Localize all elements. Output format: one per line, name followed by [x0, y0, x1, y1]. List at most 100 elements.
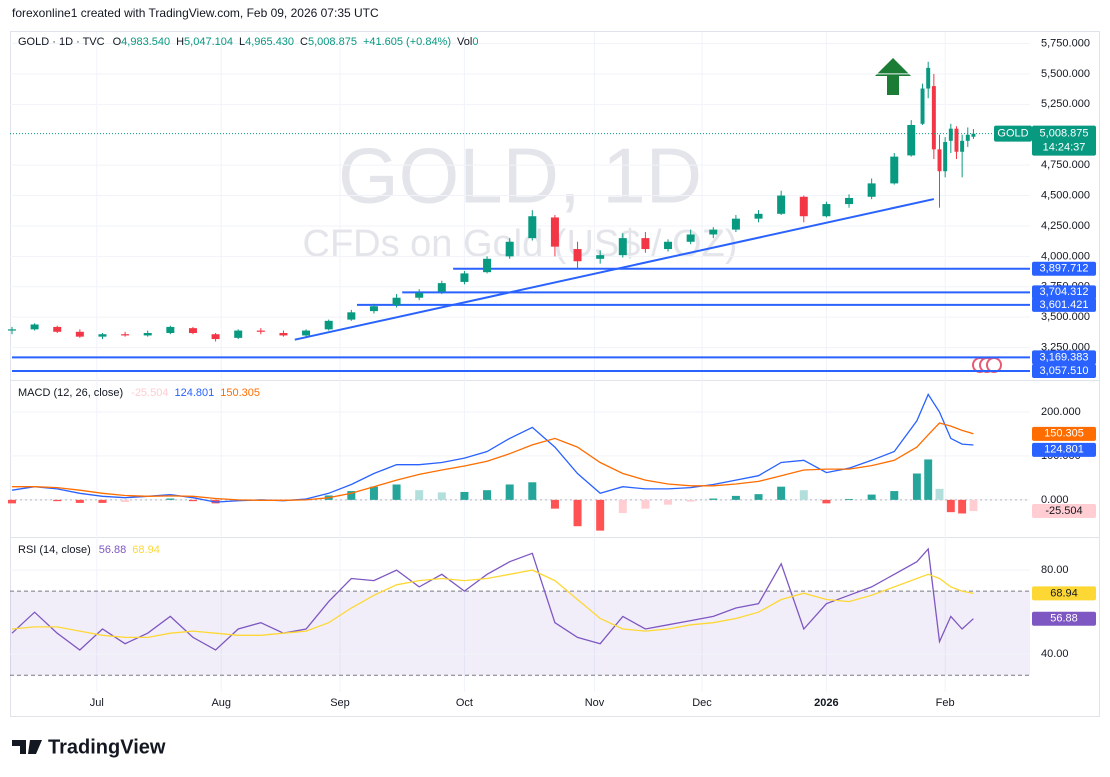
x-tick-label: Oct	[456, 697, 473, 709]
histogram-bar	[437, 492, 446, 500]
axis-badge-label: 3,169.383	[1040, 351, 1089, 363]
axis-badge	[1032, 504, 1096, 519]
candle-body	[709, 229, 718, 235]
candle-body	[822, 204, 831, 217]
histogram-bar	[505, 484, 514, 500]
axis-badge-label: 3,601.421	[1040, 299, 1089, 311]
x-tick-label: Aug	[211, 697, 231, 709]
last-price-symbol: GOLD	[997, 128, 1028, 140]
chart-frame	[10, 31, 1100, 717]
candle-body	[53, 326, 62, 332]
brand-icon	[12, 740, 42, 754]
candle-body	[867, 183, 876, 197]
last-price-label: 5,008.875	[1040, 128, 1089, 140]
candle-body	[121, 334, 130, 336]
candle-body	[188, 328, 197, 333]
candle-body	[7, 329, 16, 331]
axis-badge	[1032, 426, 1096, 441]
histogram-bar	[754, 494, 763, 500]
candle-body	[754, 213, 763, 219]
histogram-bar	[686, 499, 695, 502]
axis-badge-label: 3,057.510	[1040, 365, 1089, 377]
last-price-countdown: 14:24:37	[1043, 142, 1086, 154]
histogram-bar	[98, 499, 107, 503]
y-tick-label: 4,250.000	[1041, 220, 1090, 232]
candle-body	[971, 133, 976, 137]
histogram-bar	[347, 491, 356, 500]
histogram-bar	[890, 491, 899, 500]
legend-value: 150.305	[220, 387, 260, 399]
y-tick-label: 0.000	[1041, 494, 1069, 506]
axis-badge	[1032, 586, 1096, 601]
axis-badge-label: 124.801	[1044, 444, 1084, 456]
axis-badge-label: 3,704.312	[1040, 286, 1089, 298]
candle-body	[664, 241, 673, 250]
candle-body	[845, 197, 854, 205]
histogram-bar	[664, 499, 673, 505]
axis-badge-label: 3,897.712	[1040, 263, 1089, 275]
axis-badge	[1032, 285, 1096, 300]
x-tick-label: Sep	[330, 697, 350, 709]
trendline	[294, 198, 935, 341]
y-tick-label: 5,500.000	[1041, 68, 1090, 80]
y-tick-label: 40.00	[1041, 648, 1069, 660]
legend-value: 68.94	[132, 544, 160, 556]
candle-body	[731, 218, 740, 230]
candle-body	[907, 125, 916, 156]
axis-badge	[1032, 297, 1096, 312]
candle-body	[324, 320, 333, 330]
candle-body	[937, 149, 942, 172]
attribution: forexonline1 created with TradingView.co…	[12, 6, 379, 20]
y-tick-label: 4,750.000	[1041, 159, 1090, 171]
candle-body	[369, 306, 378, 312]
axis-badge	[1032, 611, 1096, 626]
candle-body	[256, 330, 265, 332]
y-tick-label: 5,250.000	[1041, 98, 1090, 110]
histogram-bar	[935, 488, 944, 500]
flag-icons	[972, 357, 1002, 373]
y-tick-label: 4,500.000	[1041, 189, 1090, 201]
brand-logo: TradingView	[12, 736, 166, 758]
watermark: GOLD, 1D	[338, 132, 702, 220]
axis-badge-label: -25.504	[1045, 505, 1082, 517]
candle-body	[965, 134, 970, 141]
candle-body	[437, 283, 446, 292]
x-tick-label: Feb	[936, 697, 955, 709]
histogram-bar	[618, 499, 627, 514]
ohlc-letter: O	[113, 36, 122, 48]
histogram-bar	[166, 498, 175, 500]
indicator-title: RSI (14, close)	[18, 544, 91, 556]
candle-body	[777, 195, 786, 214]
candle-body	[415, 292, 424, 298]
indicator-title: MACD (12, 26, close)	[18, 387, 123, 399]
histogram-bar	[188, 499, 197, 502]
histogram-bar	[822, 499, 831, 504]
up-arrow	[875, 58, 911, 95]
axis-badge	[1032, 364, 1096, 379]
axis-badge	[1032, 350, 1096, 365]
histogram-bar	[460, 491, 469, 500]
histogram-bar	[731, 495, 740, 500]
ohlc-letter: L	[239, 36, 245, 48]
candle-body	[931, 86, 936, 150]
symbol-title: GOLD · 1D · TVC	[18, 36, 105, 48]
candle-body	[550, 217, 559, 247]
axis-badge-label: 56.88	[1050, 613, 1078, 625]
candle-body	[302, 330, 311, 336]
candle-body	[528, 216, 537, 239]
histogram-bar	[415, 490, 424, 500]
y-tick-label: 3,500.000	[1041, 311, 1090, 323]
candle-body	[641, 238, 650, 250]
legend-value: 124.801	[174, 387, 214, 399]
ohlc-letter: H	[176, 36, 184, 48]
candle-body	[926, 67, 931, 89]
y-tick-label: 80.00	[1041, 564, 1069, 576]
histogram-bar	[53, 499, 62, 502]
histogram-bar	[709, 498, 718, 500]
flag-icon	[986, 357, 1002, 373]
candle-body	[460, 273, 469, 282]
ohlc-value: 4,983.540	[121, 36, 170, 48]
candle-body	[211, 334, 220, 340]
candle-body	[166, 326, 175, 333]
